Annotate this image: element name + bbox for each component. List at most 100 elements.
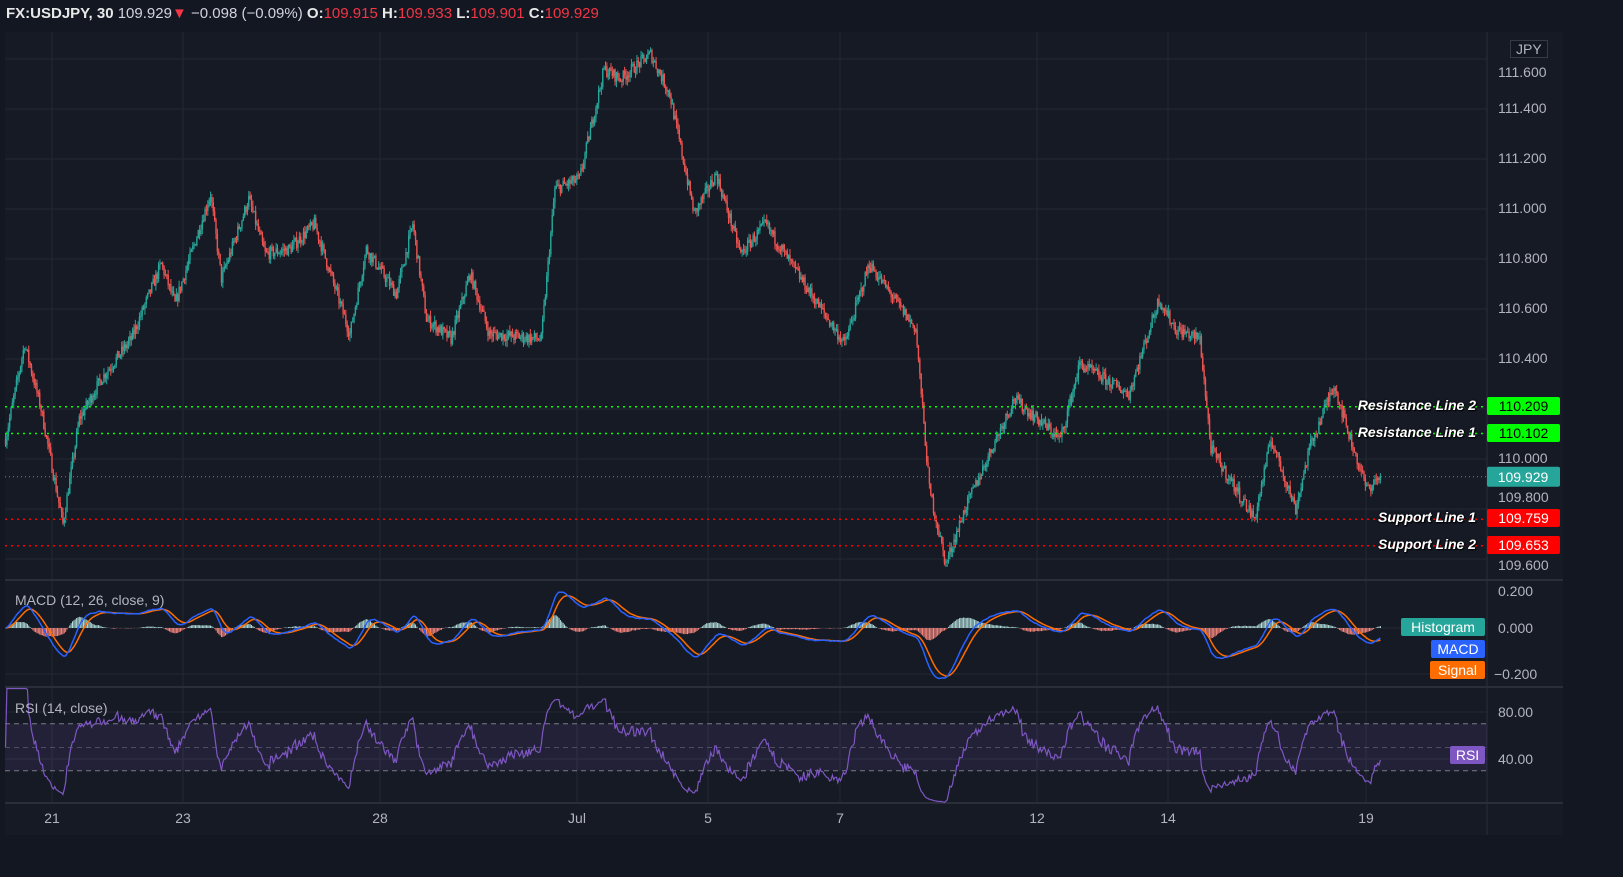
- candle: [820, 303, 823, 309]
- candle: [710, 179, 712, 189]
- candle: [995, 436, 998, 441]
- candle: [315, 217, 317, 229]
- candle: [514, 331, 516, 340]
- candle: [34, 382, 37, 386]
- candle: [535, 333, 537, 339]
- candle: [625, 74, 627, 80]
- candle: [513, 337, 515, 340]
- candle: [1124, 390, 1126, 392]
- candle: [818, 298, 820, 308]
- candle: [1154, 314, 1156, 318]
- candle: [727, 210, 730, 218]
- candle: [1244, 498, 1246, 500]
- candle: [260, 231, 262, 235]
- candle: [518, 334, 521, 339]
- level-label[interactable]: Support Line 1: [1378, 509, 1476, 526]
- candle: [792, 260, 794, 262]
- candle: [256, 223, 258, 225]
- candle: [77, 426, 79, 432]
- candle: [119, 354, 122, 358]
- candle: [213, 211, 216, 220]
- candle: [585, 142, 588, 154]
- currency-label[interactable]: JPY: [1510, 40, 1548, 58]
- candle: [1267, 446, 1270, 454]
- candle: [342, 303, 344, 314]
- candle: [823, 308, 825, 313]
- candle: [179, 286, 182, 291]
- candle: [401, 266, 403, 273]
- candle: [742, 248, 745, 251]
- candle: [1318, 421, 1320, 434]
- candle: [80, 416, 82, 419]
- candle: [1223, 466, 1226, 469]
- candle: [1247, 510, 1249, 512]
- candle: [1184, 329, 1186, 334]
- macd-tick: 0.000: [1498, 620, 1534, 636]
- candle: [341, 301, 343, 304]
- candle: [1326, 397, 1328, 406]
- current-price-tag: [1487, 466, 1560, 487]
- candle: [794, 263, 797, 268]
- candle: [466, 281, 469, 286]
- candle: [1228, 479, 1230, 481]
- candle: [1040, 419, 1043, 426]
- candle: [375, 255, 377, 268]
- candle: [380, 266, 383, 270]
- candle: [1249, 505, 1252, 517]
- macd-title[interactable]: MACD (12, 26, close, 9): [15, 592, 165, 608]
- candle: [1335, 391, 1338, 394]
- candle: [234, 238, 236, 242]
- candle: [957, 531, 959, 533]
- candle: [716, 173, 719, 185]
- candle: [1146, 340, 1148, 343]
- histogram-tag: Histogram: [1401, 618, 1485, 636]
- candle: [267, 251, 269, 253]
- candle: [1073, 384, 1075, 392]
- down-arrow-icon: ▼: [171, 5, 187, 22]
- candle: [841, 339, 843, 342]
- level-label[interactable]: Resistance Line 1: [1357, 423, 1476, 440]
- candle: [880, 276, 883, 283]
- candle: [1375, 479, 1377, 481]
- candle: [992, 449, 995, 451]
- candle: [1137, 367, 1140, 370]
- high-label: H:: [381, 5, 398, 22]
- candle: [781, 245, 783, 251]
- candle: [468, 275, 470, 282]
- level-price-tag: 109.759: [1487, 509, 1560, 528]
- candle: [663, 74, 665, 87]
- level-label[interactable]: Resistance Line 2: [1357, 396, 1476, 413]
- candle: [617, 72, 619, 78]
- symbol-name[interactable]: FX:USDJPY, 30: [6, 5, 114, 22]
- candle: [595, 108, 597, 119]
- candle: [688, 181, 690, 185]
- candle: [942, 542, 944, 551]
- rsi-title[interactable]: RSI (14, close): [15, 700, 108, 716]
- candle: [451, 331, 454, 344]
- candle: [397, 287, 399, 299]
- candle: [1156, 298, 1159, 313]
- candle: [626, 76, 629, 80]
- candle: [386, 277, 388, 283]
- candle: [1187, 331, 1189, 333]
- candle: [846, 335, 849, 340]
- candle: [597, 89, 600, 103]
- level-label[interactable]: Support Line 2: [1378, 535, 1476, 552]
- candle: [462, 297, 465, 299]
- candle: [674, 115, 676, 119]
- candle: [1256, 506, 1259, 518]
- candle: [567, 179, 570, 186]
- candle: [1210, 435, 1212, 454]
- candle: [730, 213, 732, 227]
- candle: [490, 330, 492, 334]
- candle: [354, 307, 357, 314]
- candle: [433, 321, 436, 325]
- candle: [777, 245, 779, 250]
- candle: [1308, 447, 1311, 451]
- candle: [630, 64, 633, 73]
- candle: [196, 238, 198, 246]
- candle: [916, 329, 918, 346]
- candle: [633, 63, 635, 73]
- candle: [1286, 486, 1289, 489]
